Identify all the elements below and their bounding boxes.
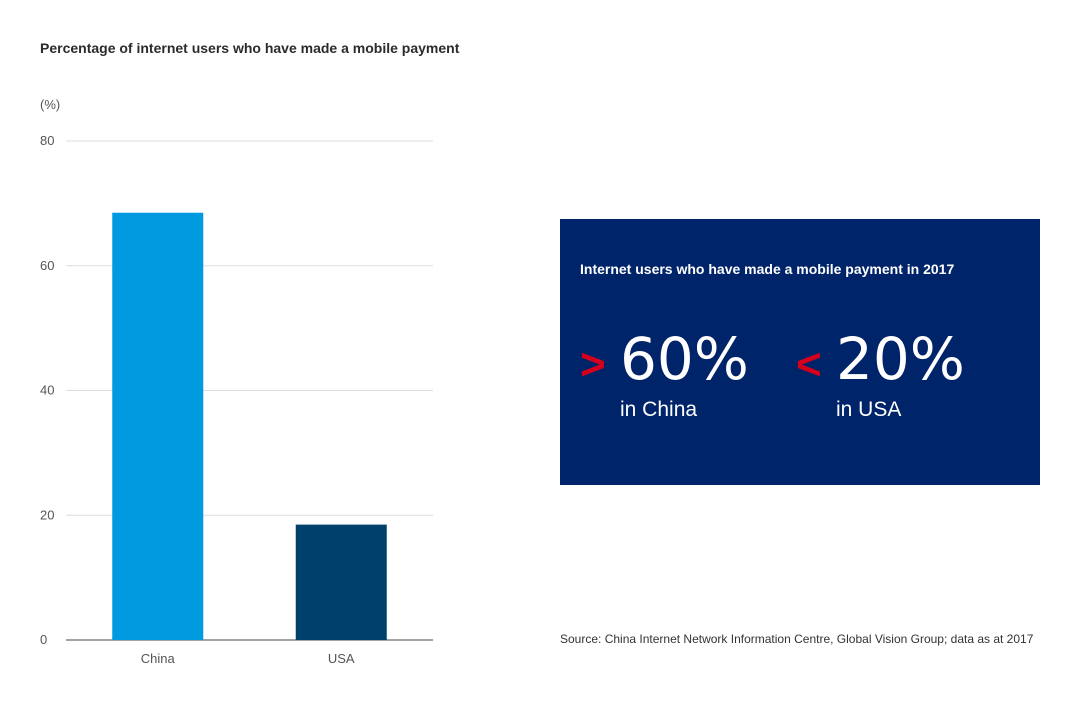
stat-china: > 60% in China	[580, 329, 749, 425]
bars	[112, 212, 387, 640]
stat-label-usa: in USA	[836, 398, 902, 421]
stat-value-usa: 20%	[836, 325, 965, 393]
stat-usa: < 20% in USA	[796, 329, 965, 425]
bar-chart: (%) 0 20 40 60 80 China USA	[40, 97, 433, 666]
y-tick-label: 0	[40, 632, 47, 647]
less-than-symbol: <	[796, 340, 822, 389]
axis-labels: (%) 0 20 40 60 80 China USA	[40, 97, 355, 666]
y-unit-label: (%)	[40, 97, 60, 112]
stat-value-china: 60%	[620, 325, 749, 393]
panel-title: Internet users who have made a mobile pa…	[580, 261, 955, 277]
x-tick-label: USA	[328, 651, 355, 666]
y-tick-label: 20	[40, 507, 54, 522]
source-note: Source: China Internet Network Informati…	[560, 632, 1034, 646]
chart-title: Percentage of internet users who have ma…	[40, 40, 460, 56]
x-tick-label: China	[141, 651, 176, 666]
y-tick-label: 40	[40, 383, 54, 398]
y-tick-label: 60	[40, 258, 54, 273]
y-tick-label: 80	[40, 133, 54, 148]
bar-usa	[295, 524, 387, 640]
bar-china	[112, 212, 204, 640]
stat-panel: Internet users who have made a mobile pa…	[560, 219, 1040, 485]
stat-label-china: in China	[620, 398, 698, 421]
greater-than-symbol: >	[580, 340, 606, 389]
